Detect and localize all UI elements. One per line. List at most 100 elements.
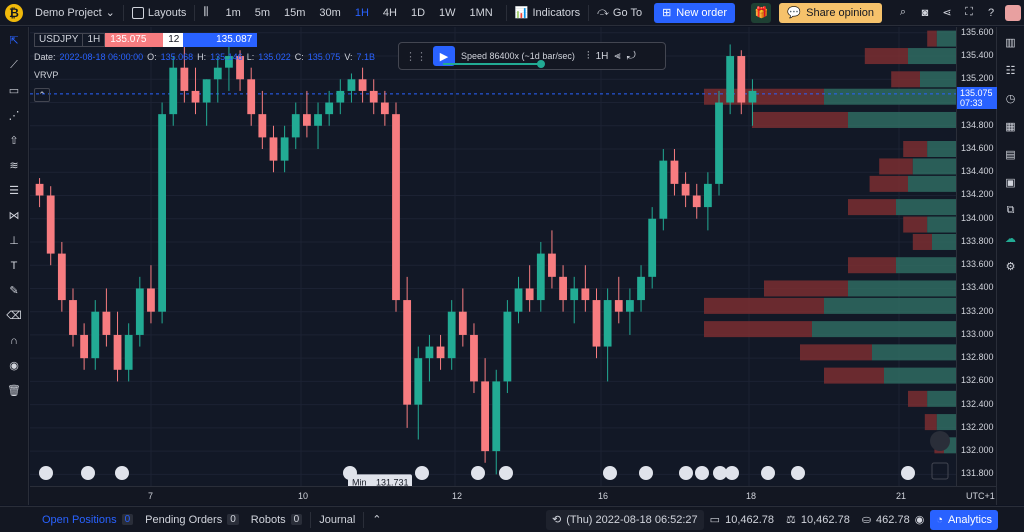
clock-icon[interactable]: ◷ (1005, 92, 1016, 105)
symbol-selector[interactable]: USDJPY (34, 33, 84, 47)
timeframe-1MN[interactable]: 1MN (469, 6, 493, 19)
candle-body (703, 183, 712, 208)
trash-icon[interactable]: 🗑 (7, 385, 21, 397)
bid-price[interactable]: 135.075 (105, 33, 164, 47)
eye-icon[interactable]: ◉ (9, 360, 19, 372)
eraser-icon[interactable]: ⌫ (6, 310, 22, 322)
pending-orders-tab[interactable]: Pending Orders 0 (139, 514, 245, 526)
economic-event-flag[interactable] (81, 466, 95, 480)
economic-event-flag[interactable] (761, 466, 775, 480)
fib-levels-icon[interactable]: ☰ (9, 185, 19, 197)
step-candle-icon[interactable]: ⫶ (586, 49, 590, 62)
replay-timeframe[interactable]: 1H (595, 50, 609, 62)
timeframe-4H[interactable]: 4H (382, 6, 397, 19)
timeframe-1m[interactable]: 1m (225, 6, 241, 19)
candle-body (314, 114, 322, 126)
economic-event-flag[interactable] (791, 466, 805, 480)
timeframe-5m[interactable]: 5m (254, 6, 271, 19)
pattern-icon[interactable]: ⋈ (8, 210, 20, 222)
drag-handle-icon[interactable]: ⋮⋮ (405, 50, 427, 63)
search-icon[interactable]: ⌕ (899, 6, 907, 18)
trendline-icon[interactable]: ⟋ (10, 59, 18, 71)
candlestick-chart[interactable]: Min 131.731 (30, 27, 956, 489)
economic-event-flag[interactable] (679, 466, 693, 480)
economic-event-flag[interactable] (39, 466, 53, 480)
price-tick: 135.600 (961, 26, 994, 37)
economic-event-flag[interactable] (115, 466, 129, 480)
goto-button[interactable]: ⤼ Go To (591, 0, 648, 26)
arrow-icon[interactable]: ⇧ (9, 135, 19, 147)
expand-panel-button[interactable]: ⌃ (366, 513, 387, 526)
brush-icon[interactable]: ✎ (9, 285, 19, 297)
rectangle-icon[interactable]: ▭ (8, 85, 20, 97)
economic-event-flag[interactable] (713, 466, 727, 480)
robots-tab[interactable]: Robots 0 (245, 514, 308, 526)
timeframe-1D[interactable]: 1D (410, 6, 426, 19)
timeframe-15m[interactable]: 15m (284, 6, 306, 19)
speed-slider-knob[interactable] (537, 60, 545, 68)
open-positions-label: Open Positions (42, 513, 117, 526)
economic-event-flag[interactable] (725, 466, 739, 480)
list-icon[interactable]: ☷ (1005, 64, 1016, 77)
help-icon[interactable]: ? (987, 6, 995, 19)
gift-button[interactable]: 🎁 (751, 2, 772, 23)
path-icon[interactable]: ⋰ (8, 110, 20, 122)
layers-icon[interactable]: ⧉ (1006, 203, 1015, 216)
cloud-icon[interactable]: ☁ (1005, 232, 1016, 245)
economic-event-flag[interactable] (471, 466, 485, 480)
timeframe-1H[interactable]: 1H (354, 6, 369, 19)
timezone-label[interactable]: UTC+1 (966, 491, 995, 501)
calendar-icon[interactable]: ▦ (1005, 120, 1016, 133)
avatar[interactable] (1002, 2, 1024, 24)
analytics-button[interactable]: ◔ Analytics (930, 509, 998, 530)
open-positions-tab[interactable]: Open Positions 0 (36, 514, 139, 526)
economic-event-flag[interactable] (415, 466, 429, 480)
economic-event-flag[interactable] (639, 466, 653, 480)
collapse-legend-button[interactable]: ⌃ (34, 88, 50, 102)
play-button[interactable]: ▶ (433, 46, 455, 66)
layouts-button[interactable]: Layouts (126, 0, 193, 26)
candle-type-button[interactable]: ⫼ (197, 0, 214, 26)
price-axis[interactable]: 135.600135.400135.200135.000134.800134.6… (956, 26, 997, 486)
timeframe-1W[interactable]: 1W (439, 6, 456, 19)
fib-icon[interactable]: ≋ (9, 160, 19, 172)
economic-event-flag[interactable] (343, 466, 357, 480)
news-icon[interactable]: ▤ (1005, 148, 1016, 161)
economic-event-flag[interactable] (901, 466, 915, 480)
calculator-icon[interactable]: ▣ (1005, 176, 1016, 189)
share-icon[interactable]: ⋖ (942, 7, 952, 19)
reset-chart-button[interactable] (930, 431, 950, 451)
economic-event-flag[interactable] (499, 466, 513, 480)
datetime-display[interactable]: ⟲ (Thu) 2022-08-18 06:52:27 (545, 509, 704, 530)
chart-icon[interactable]: ▥ (1005, 36, 1016, 49)
exit-replay-icon[interactable]: ⤾ (626, 49, 636, 62)
time-axis[interactable]: 7 10 12 16 18 21 UTC+1 (30, 486, 996, 505)
eye-toggle-icon[interactable]: ◉ (914, 514, 925, 526)
share-opinion-button[interactable]: 💬 Share opinion (779, 2, 882, 23)
project-menu[interactable]: Demo Project ⌄ (29, 0, 121, 26)
step-forward-icon[interactable]: ⫷ (614, 49, 621, 62)
magnet-icon[interactable]: ∩ (10, 334, 18, 347)
auto-scale-button[interactable] (931, 462, 949, 480)
legend-timeframe[interactable]: 1H (83, 33, 106, 47)
measure-icon[interactable]: ⊥ (9, 235, 19, 247)
pending-orders-label: Pending Orders (145, 513, 223, 526)
cursor-icon[interactable]: ⇱ (9, 35, 19, 47)
economic-event-flag[interactable] (603, 466, 617, 480)
speed-slider-track[interactable] (443, 63, 543, 65)
volume-profile-bar-up (927, 141, 956, 158)
settings-icon[interactable]: ⚙ (1005, 260, 1016, 273)
journal-tab[interactable]: Journal (313, 514, 361, 526)
economic-event-flag[interactable] (695, 466, 709, 480)
fullscreen-icon[interactable]: ⛶ (965, 6, 973, 18)
camera-icon[interactable]: ◙ (921, 6, 929, 19)
vrvp-label[interactable]: VRVP (34, 70, 59, 80)
chart-area[interactable]: Min 131.731 (30, 27, 956, 489)
new-order-button[interactable]: ⊞ New order (654, 2, 736, 23)
time-tick: 18 (746, 491, 757, 501)
ask-price[interactable]: 135.087 (183, 33, 258, 47)
volume-profile-bar-up (927, 390, 956, 407)
text-icon[interactable]: T (10, 259, 18, 272)
timeframe-30m[interactable]: 30m (319, 6, 341, 19)
indicators-button[interactable]: 📊 Indicators (509, 0, 586, 26)
